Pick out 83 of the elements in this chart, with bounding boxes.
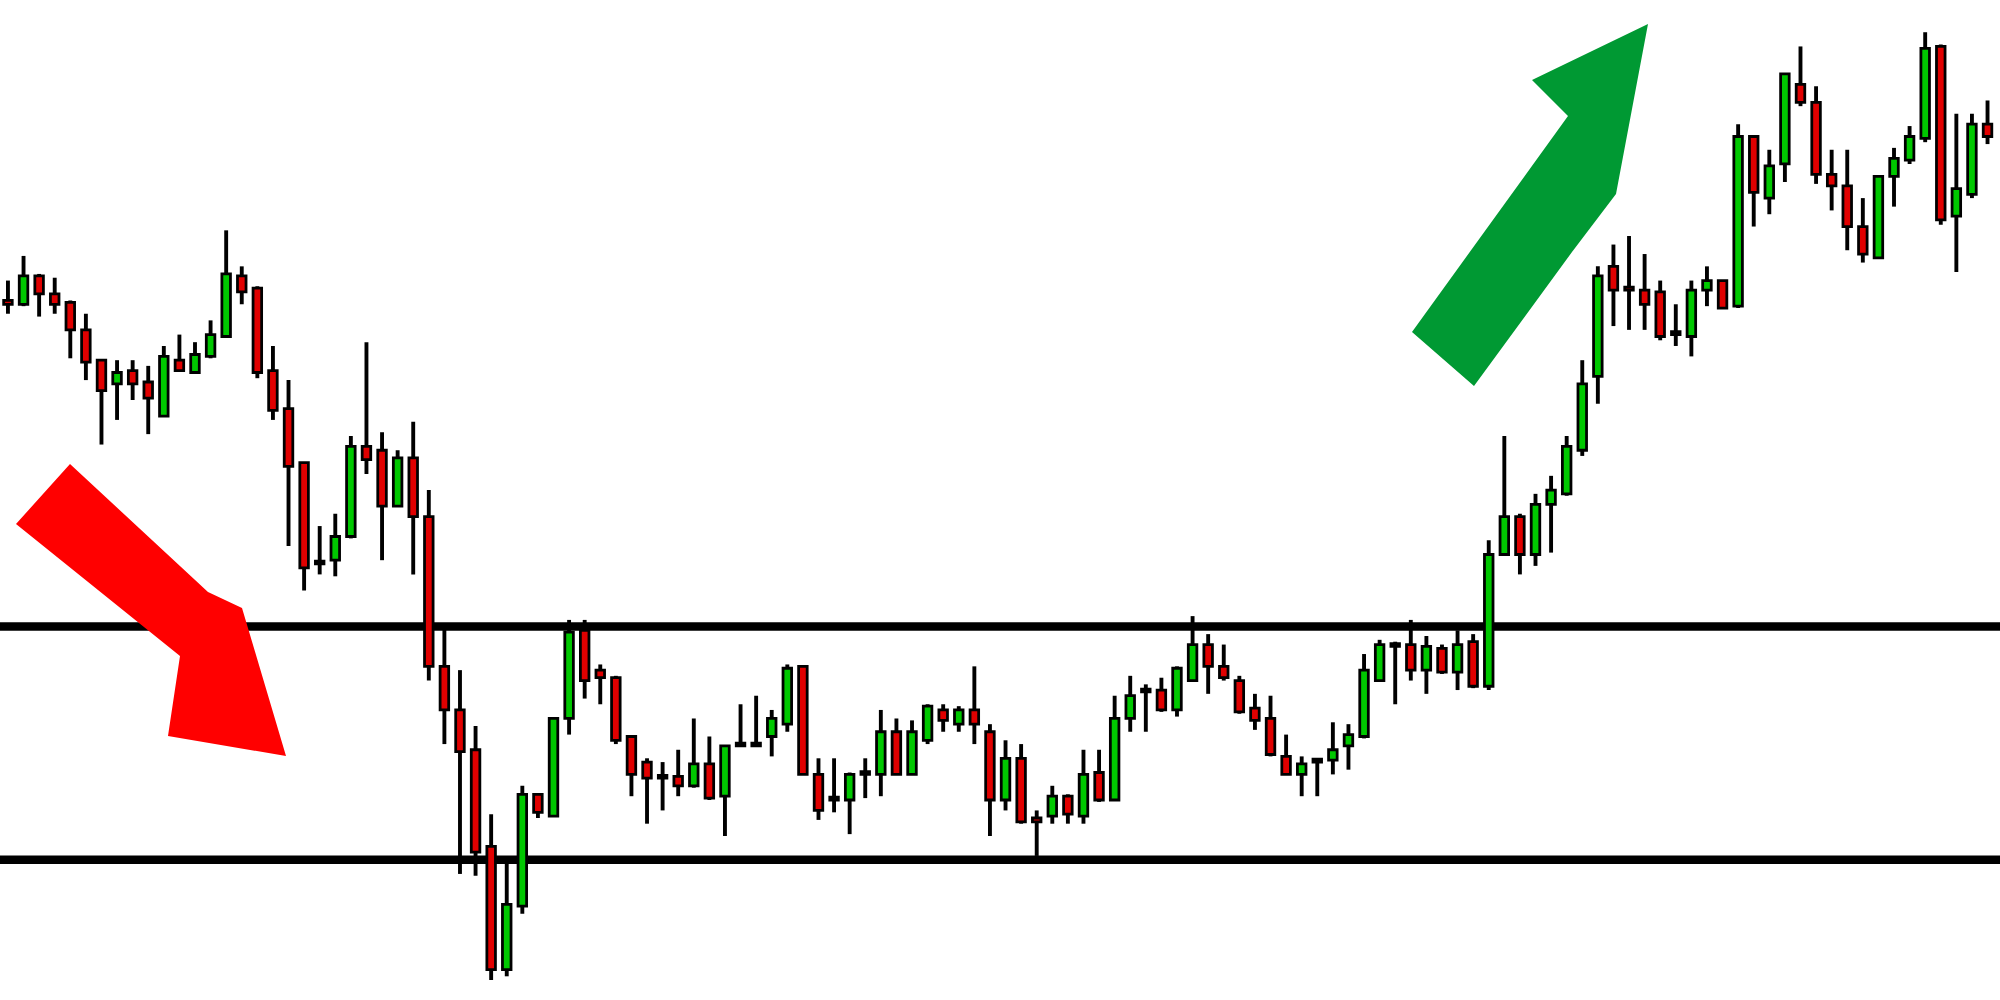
candlestick — [1233, 673, 1246, 716]
candlestick — [236, 264, 248, 307]
candlestick — [1046, 783, 1058, 826]
candlestick — [1514, 511, 1526, 577]
candlestick — [80, 311, 92, 383]
candlestick — [2, 278, 14, 316]
candlestick — [1950, 111, 1963, 274]
candlestick — [1264, 693, 1277, 759]
candlestick — [1420, 634, 1433, 696]
candlestick — [953, 704, 965, 734]
candlestick — [1389, 639, 1401, 707]
candlestick — [360, 340, 373, 476]
candlestick — [173, 332, 186, 373]
candlestick — [1436, 642, 1448, 676]
candlestick — [1311, 756, 1323, 799]
candlestick — [1903, 124, 1916, 166]
candlestick — [126, 358, 139, 402]
candlestick — [1093, 747, 1105, 804]
candlestick — [33, 271, 45, 319]
candlestick — [1545, 473, 1557, 555]
candlestick — [1218, 642, 1230, 683]
candlestick — [812, 756, 825, 822]
candlestick — [329, 511, 341, 579]
candlestick — [875, 708, 887, 799]
candlestick — [1841, 147, 1853, 253]
candlestick — [1670, 302, 1682, 348]
candlestick — [1155, 675, 1168, 714]
candlestick — [625, 734, 638, 799]
candlestick — [1498, 434, 1510, 557]
candlestick — [1280, 732, 1292, 777]
candlestick — [843, 770, 856, 837]
candlestick — [532, 792, 544, 820]
candlestick — [1981, 98, 1994, 147]
candlestick — [1685, 278, 1698, 359]
candlestick — [1062, 792, 1074, 826]
candlestick — [1342, 722, 1355, 772]
candlestick — [656, 760, 669, 813]
candlestick — [750, 693, 762, 748]
candlestick — [1327, 720, 1339, 777]
candlestick — [906, 718, 918, 777]
candlestick — [267, 344, 279, 422]
candlestick — [1140, 682, 1152, 734]
candlestick — [1638, 252, 1651, 332]
candlestick — [1888, 145, 1900, 209]
candlestick — [594, 662, 606, 707]
candlestick — [1763, 147, 1775, 217]
candlestick — [859, 756, 871, 801]
candlestick — [1077, 747, 1090, 826]
candlestick — [1654, 278, 1666, 343]
candlestick — [1716, 279, 1729, 310]
candlestick — [1857, 196, 1869, 265]
candlestick — [937, 702, 949, 734]
candlestick — [1124, 673, 1136, 734]
candlestick — [703, 734, 716, 802]
candlestick — [1561, 434, 1573, 498]
candlestick — [1607, 242, 1620, 329]
candlestick — [1825, 147, 1838, 213]
candlestick — [17, 253, 30, 309]
candlestick — [142, 363, 154, 437]
candlestick — [890, 716, 903, 777]
candlestick — [734, 702, 747, 748]
candlestick — [641, 756, 653, 826]
candlestick — [111, 358, 123, 422]
candlestick — [1373, 637, 1386, 683]
candlestick — [204, 318, 217, 361]
candlestick — [828, 756, 840, 815]
candlestick — [49, 275, 61, 316]
candlestick — [1171, 664, 1183, 719]
candlestick — [999, 738, 1012, 813]
candlestick — [189, 340, 201, 375]
candlestick — [1249, 691, 1261, 732]
candlestick — [1296, 754, 1308, 799]
candlestick — [968, 664, 981, 747]
candlestick — [95, 358, 108, 447]
candlestick — [1794, 44, 1807, 109]
candlestick — [921, 702, 934, 747]
candlestick — [766, 708, 778, 759]
candlestick — [1701, 264, 1713, 309]
candlestick — [688, 716, 700, 790]
candlestick — [1623, 234, 1635, 332]
candlestick — [64, 298, 76, 361]
candlestick — [314, 524, 326, 577]
candlestick — [672, 747, 684, 799]
